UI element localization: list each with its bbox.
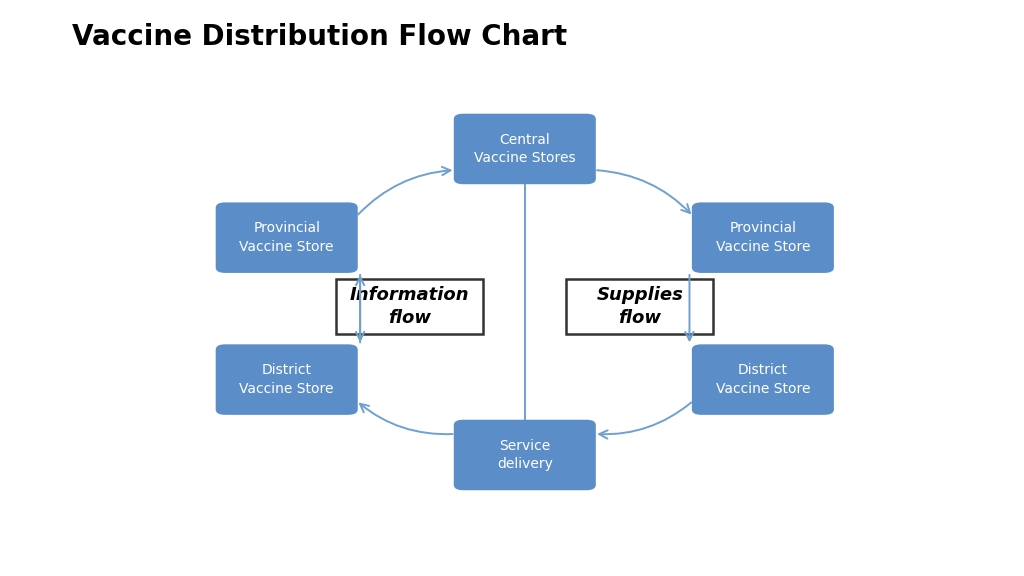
Text: Provincial
Vaccine Store: Provincial Vaccine Store: [240, 221, 334, 254]
FancyBboxPatch shape: [336, 279, 483, 334]
Text: Central
Vaccine Stores: Central Vaccine Stores: [474, 132, 575, 165]
Text: District
Vaccine Store: District Vaccine Store: [240, 363, 334, 396]
Text: Vaccine Distribution Flow Chart: Vaccine Distribution Flow Chart: [72, 23, 567, 51]
FancyBboxPatch shape: [454, 420, 596, 490]
FancyBboxPatch shape: [216, 344, 357, 415]
FancyBboxPatch shape: [692, 202, 834, 273]
Text: District
Vaccine Store: District Vaccine Store: [716, 363, 810, 396]
Text: Provincial
Vaccine Store: Provincial Vaccine Store: [716, 221, 810, 254]
FancyBboxPatch shape: [566, 279, 714, 334]
FancyBboxPatch shape: [692, 344, 834, 415]
FancyBboxPatch shape: [454, 113, 596, 184]
FancyBboxPatch shape: [216, 202, 357, 273]
Text: Service
delivery: Service delivery: [497, 439, 553, 471]
Text: Supplies
flow: Supplies flow: [596, 286, 683, 327]
Text: Information
flow: Information flow: [350, 286, 470, 327]
